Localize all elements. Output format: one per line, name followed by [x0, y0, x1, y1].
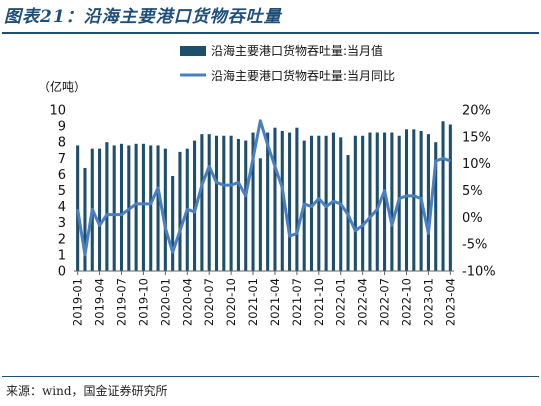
- chart-svg: 沿海主要港口货物吞吐量:当月值 沿海主要港口货物吞吐量:当月同比 （亿吨） 0 1…: [38, 43, 496, 327]
- y-tick-label: 3: [58, 216, 66, 231]
- bar-2020-10: [229, 135, 233, 271]
- y-tick-label: 10: [49, 104, 66, 119]
- title-rule: [2, 32, 539, 34]
- x-tick-label: 2020-10: [224, 278, 238, 326]
- x-tick-label: 2021-01: [246, 278, 260, 326]
- legend: 沿海主要港口货物吞吐量:当月值 沿海主要港口货物吞吐量:当月同比: [180, 43, 395, 83]
- bar-2023-04: [448, 124, 452, 272]
- bar-2020-07: [207, 134, 211, 271]
- bar-2022-08: [390, 132, 394, 271]
- x-tick-label: 2022-01: [334, 278, 348, 326]
- x-tick-label: 2020-04: [180, 278, 194, 326]
- y2-tick-label: -5%: [462, 238, 487, 253]
- x-tick-label: 2020-07: [202, 278, 216, 326]
- bar-2021-03: [266, 132, 270, 271]
- y-tick-label: 0: [58, 265, 66, 280]
- source-rule: [2, 376, 539, 377]
- bar-2019-12: [156, 145, 160, 271]
- y-tick-label: 8: [58, 136, 66, 151]
- x-tick-label: 2019-04: [93, 278, 107, 326]
- x-tick-label: 2021-10: [312, 278, 326, 326]
- x-tick-label: 2021-07: [290, 278, 304, 326]
- bar-2022-07: [383, 132, 387, 271]
- y2-tick-label: 15%: [462, 130, 491, 145]
- bar-2021-07: [295, 127, 299, 272]
- x-tick-label: 2019-07: [115, 278, 129, 326]
- bar-2021-11: [324, 135, 328, 271]
- bar-2019-10: [141, 143, 145, 271]
- bar-2019-05: [105, 142, 109, 271]
- line-series: [76, 119, 451, 257]
- bar-2020-06: [200, 134, 204, 271]
- y2-tick-label: 0%: [462, 211, 483, 226]
- y2-tick-label: 20%: [462, 104, 491, 119]
- bar-2023-03: [441, 121, 445, 272]
- bar-2021-04: [273, 127, 277, 272]
- legend-swatch-bar: [180, 46, 206, 56]
- bar-2019-07: [119, 143, 124, 271]
- y-tick-label: 5: [58, 184, 66, 199]
- x-tick-label: 2022-07: [378, 278, 392, 326]
- bar-2022-04: [361, 135, 365, 271]
- bar-2021-09: [309, 135, 314, 271]
- y2-tick-label: 10%: [462, 157, 491, 172]
- y-tick-label: 2: [58, 232, 66, 247]
- bar-2020-09: [222, 135, 226, 271]
- y-tick-label: 6: [58, 168, 66, 183]
- bar-2019-09: [134, 143, 138, 271]
- bar-2022-11: [412, 129, 416, 271]
- source-note: 来源：wind，国金证券研究所: [6, 384, 168, 398]
- x-tick-label: 2019-01: [71, 278, 85, 326]
- bar-2023-01: [426, 134, 430, 271]
- y-tick-label: 4: [58, 200, 66, 215]
- bar-2019-04: [98, 148, 102, 271]
- y-tick-label: 1: [58, 248, 66, 263]
- bar-2020-11: [236, 138, 240, 271]
- bar-2020-02: [171, 176, 175, 271]
- x-tick-label: 2021-04: [268, 278, 282, 326]
- bar-2021-06: [288, 132, 292, 271]
- bar-2020-03: [178, 151, 182, 271]
- yoy-line: [76, 119, 451, 257]
- bar-2021-10: [317, 135, 321, 271]
- bar-2021-01: [251, 132, 255, 271]
- y-tick-label: 9: [58, 120, 66, 135]
- bar-series: [76, 121, 452, 272]
- bar-2020-12: [244, 140, 248, 271]
- x-tick-label: 2023-04: [443, 278, 457, 326]
- bar-2021-02: [258, 158, 262, 271]
- bar-2022-06: [375, 132, 379, 271]
- bar-2020-05: [193, 140, 197, 271]
- legend-label-bar: 沿海主要港口货物吞吐量:当月值: [211, 43, 383, 58]
- x-tick-label: 2022-10: [400, 278, 414, 326]
- x-tick-label: 2019-10: [136, 278, 150, 326]
- bar-2022-05: [368, 132, 372, 271]
- bar-2019-11: [149, 145, 153, 271]
- bar-2022-03: [353, 135, 357, 271]
- bar-2019-01: [76, 145, 80, 271]
- y2-tick-label: 5%: [462, 184, 483, 199]
- figure-title: 图表21：沿海主要港口货物吞吐量: [4, 7, 282, 27]
- bar-2021-05: [280, 130, 284, 271]
- bar-2023-02: [434, 142, 438, 271]
- y-tick-label: 7: [58, 152, 66, 167]
- legend-label-line: 沿海主要港口货物吞吐量:当月同比: [211, 68, 395, 83]
- x-tick-label: 2023-01: [421, 278, 435, 326]
- bar-2020-01: [163, 148, 167, 271]
- x-tick-label: 2022-04: [356, 278, 370, 326]
- x-tick-label: 2020-01: [158, 278, 172, 326]
- bar-2020-08: [214, 135, 219, 271]
- bar-2019-06: [112, 145, 116, 271]
- bar-2022-10: [404, 129, 409, 271]
- y2-tick-label: -10%: [462, 265, 496, 280]
- left-axis-unit: （亿吨）: [38, 79, 86, 94]
- bar-2019-02: [83, 167, 87, 271]
